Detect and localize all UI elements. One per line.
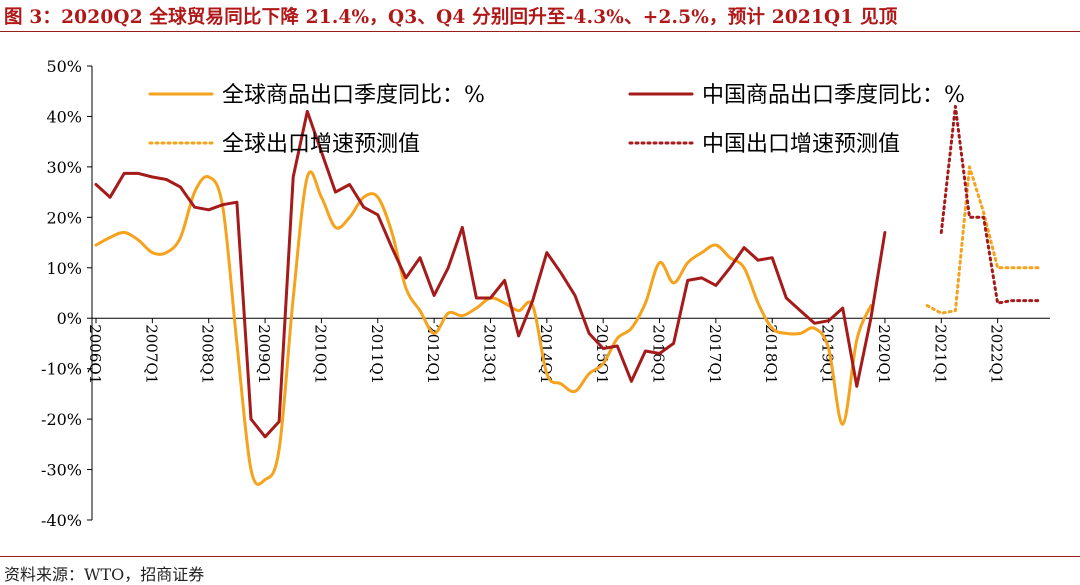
source-bar: 资料来源：WTO，招商证券 [0, 556, 1080, 584]
series-line-global-forecast [925, 165, 1042, 315]
y-tick-label: 10% [46, 259, 82, 278]
x-tick-label: 2022Q1 [988, 324, 1006, 384]
x-tick-label: 2007Q1 [142, 324, 160, 384]
x-tick-label: 2013Q1 [480, 324, 498, 384]
source-note: 资料来源：WTO，招商证券 [4, 565, 205, 584]
legend-china-forecast-label: 中国出口增速预测值 [702, 132, 900, 157]
series-line-china-actual [94, 109, 887, 439]
x-tick-label: 2017Q1 [706, 324, 724, 384]
y-tick-label: -10% [41, 360, 82, 379]
y-tick-label: -30% [41, 461, 82, 480]
series-line-global-actual [94, 170, 873, 486]
x-tick-label: 2012Q1 [424, 324, 442, 384]
legend-global-forecast-label: 全球出口增速预测值 [222, 132, 420, 157]
y-tick-label: -40% [41, 511, 82, 530]
chart-area: 50% 40% 30% 20% 10% 0% -10% -20% -30% -40% 2006Q1 2… [0, 32, 1080, 553]
x-tick-label: 2006Q1 [86, 324, 104, 384]
x-tick-label: 2021Q1 [931, 324, 949, 384]
x-tick-label: 2010Q1 [311, 324, 329, 384]
y-tick-label: 0% [57, 309, 82, 328]
x-tick-label: 2008Q1 [199, 324, 217, 384]
y-tick-label: 20% [46, 208, 82, 227]
legend-china-actual-label: 中国商品出口季度同比：% [702, 83, 965, 108]
x-tick-label: 2020Q1 [875, 324, 893, 384]
y-tick-label: 40% [46, 107, 82, 126]
y-tick-label: 30% [46, 158, 82, 177]
x-tick-label: 2018Q1 [762, 324, 780, 384]
y-tick-label: -20% [41, 410, 82, 429]
y-tick-label: 50% [46, 57, 82, 76]
series-line-china-forecast [939, 104, 1042, 305]
x-tick-label: 2009Q1 [255, 324, 273, 384]
figure-title: 图 3：2020Q2 全球贸易同比下降 21.4%，Q3、Q4 分别回升至-4.… [4, 7, 898, 28]
legend-global-actual-label: 全球商品出口季度同比：% [222, 83, 485, 108]
x-tick-label: 2011Q1 [368, 324, 386, 384]
title-bar: 图 3：2020Q2 全球贸易同比下降 21.4%，Q3、Q4 分别回升至-4.… [0, 0, 1080, 32]
line-chart: 50% 40% 30% 20% 10% 0% -10% -20% -30% -40% 2006Q1 2… [41, 57, 1050, 530]
